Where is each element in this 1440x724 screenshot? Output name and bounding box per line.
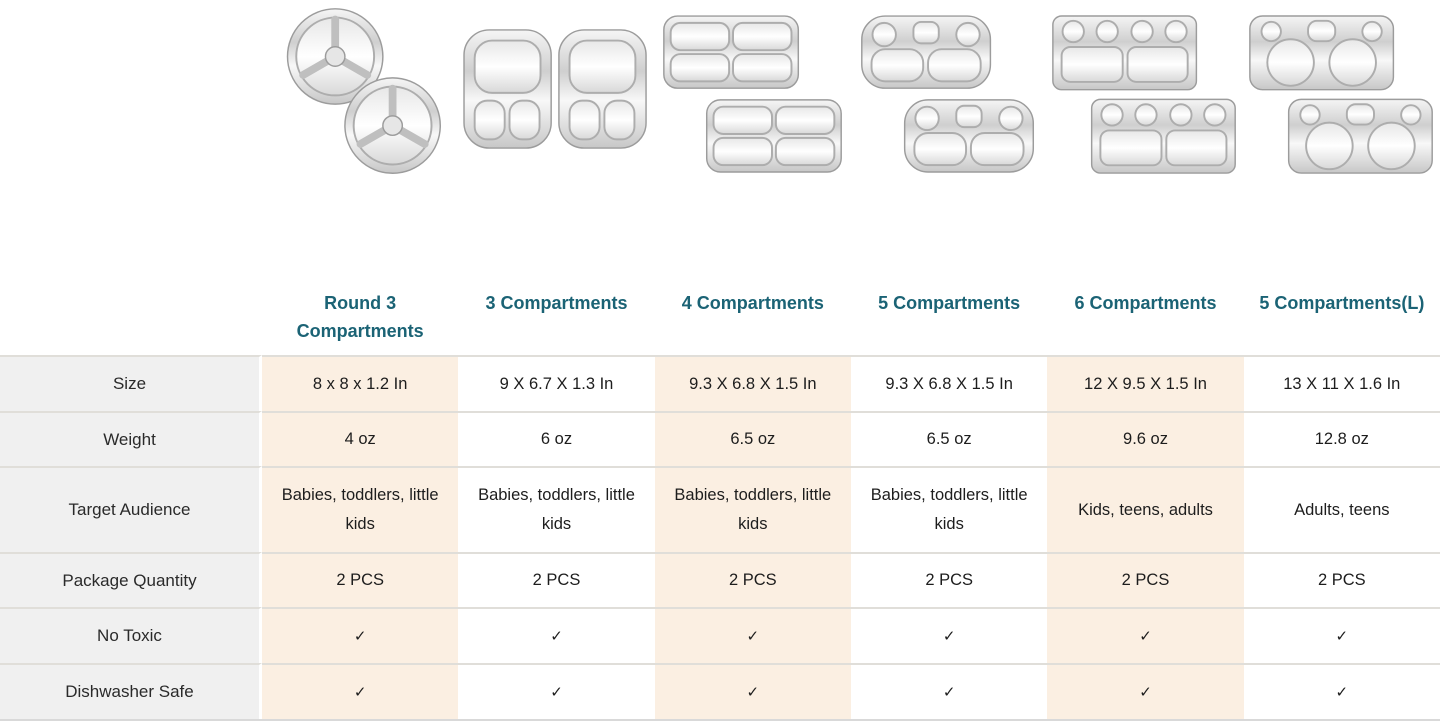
cell-size-5-compartments: 9.3 X 6.8 X 1.5 In — [850, 355, 1048, 411]
cell-quantity-3-compartments: 2 PCS — [458, 552, 655, 607]
cell-audience-5-compartments: Babies, toddlers, little kids — [850, 466, 1048, 552]
row-label-quantity: Package Quantity — [0, 552, 262, 607]
table-row-dishwasher: Dishwasher Safe ✓ ✓ ✓ ✓ ✓ ✓ — [0, 663, 1440, 719]
product-image-5-compartmentsl[interactable] — [1244, 0, 1440, 282]
cell-no_toxic-3-compartments: ✓ — [458, 607, 655, 663]
cell-no_toxic-5-compartments: ✓ — [850, 607, 1048, 663]
cell-weight-round-3-compartments: 4 oz — [262, 411, 459, 466]
cell-size-4-compartments: 9.3 X 6.8 X 1.5 In — [654, 355, 851, 411]
cell-size-3-compartments: 9 X 6.7 X 1.3 In — [458, 355, 655, 411]
table-row-audience: Target Audience Babies, toddlers, little … — [0, 466, 1440, 552]
cell-weight-5-compartmentsl: 12.8 oz — [1243, 411, 1440, 466]
cell-size-round-3-compartments: 8 x 8 x 1.2 In — [262, 355, 459, 411]
cell-dishwasher-3-compartments: ✓ — [458, 663, 655, 719]
cell-dishwasher-5-compartments: ✓ — [850, 663, 1048, 719]
cell-audience-3-compartments: Babies, toddlers, little kids — [458, 466, 655, 552]
header-row-spacer — [0, 282, 262, 355]
cell-quantity-5-compartmentsl: 2 PCS — [1243, 552, 1440, 607]
product-title-6-compartments[interactable]: 6 Compartments — [1074, 293, 1217, 313]
cell-dishwasher-6-compartments: ✓ — [1047, 663, 1244, 719]
product-image-5-compartments[interactable] — [851, 0, 1047, 282]
cell-dishwasher-5-compartmentsl: ✓ — [1243, 663, 1440, 719]
cell-quantity-6-compartments: 2 PCS — [1047, 552, 1244, 607]
table-row-no_toxic: No Toxic ✓ ✓ ✓ ✓ ✓ ✓ — [0, 607, 1440, 663]
cell-no_toxic-round-3-compartments: ✓ — [262, 607, 459, 663]
table-row-size: Size 8 x 8 x 1.2 In 9 X 6.7 X 1.3 In 9.3 X … — [0, 355, 1440, 411]
product-title-round-3-compartments[interactable]: Round 3 Compartments — [296, 293, 424, 341]
cell-weight-5-compartments: 6.5 oz — [850, 411, 1048, 466]
cell-weight-6-compartments: 9.6 oz — [1047, 411, 1244, 466]
cell-quantity-4-compartments: 2 PCS — [654, 552, 851, 607]
cell-size-6-compartments: 12 X 9.5 X 1.5 In — [1047, 355, 1244, 411]
cell-audience-5-compartmentsl: Adults, teens — [1243, 466, 1440, 552]
product-image-6-compartments[interactable] — [1047, 0, 1243, 282]
cell-no_toxic-4-compartments: ✓ — [654, 607, 851, 663]
product-image-4-compartments[interactable] — [655, 0, 851, 282]
table-row-quantity: Package Quantity 2 PCS 2 PCS 2 PCS 2 PCS 2 PC… — [0, 552, 1440, 607]
cell-audience-6-compartments: Kids, teens, adults — [1047, 466, 1244, 552]
row-label-audience: Target Audience — [0, 466, 262, 552]
product-titles-row: Round 3 Compartments 3 Compartments 4 Comp… — [0, 282, 1440, 355]
cell-audience-4-compartments: Babies, toddlers, little kids — [654, 466, 851, 552]
cell-dishwasher-4-compartments: ✓ — [654, 663, 851, 719]
row-label-no_toxic: No Toxic — [0, 607, 262, 663]
cell-no_toxic-5-compartmentsl: ✓ — [1243, 607, 1440, 663]
cell-weight-3-compartments: 6 oz — [458, 411, 655, 466]
cell-audience-round-3-compartments: Babies, toddlers, little kids — [262, 466, 459, 552]
row-label-weight: Weight — [0, 411, 262, 466]
cell-quantity-5-compartments: 2 PCS — [850, 552, 1048, 607]
cell-weight-4-compartments: 6.5 oz — [654, 411, 851, 466]
product-images-row — [0, 0, 1440, 282]
row-label-size: Size — [0, 355, 262, 411]
images-row-spacer — [0, 0, 262, 282]
cell-quantity-round-3-compartments: 2 PCS — [262, 552, 459, 607]
product-title-5-compartmentsl[interactable]: 5 Compartments(L) — [1259, 293, 1425, 313]
product-image-round-3-compartments[interactable] — [262, 0, 458, 282]
comparison-table: Size 8 x 8 x 1.2 In 9 X 6.7 X 1.3 In 9.3 X … — [0, 355, 1440, 721]
cell-size-5-compartmentsl: 13 X 11 X 1.6 In — [1243, 355, 1440, 411]
row-label-dishwasher: Dishwasher Safe — [0, 663, 262, 719]
product-image-3-compartments[interactable] — [458, 0, 654, 282]
product-title-5-compartments[interactable]: 5 Compartments — [878, 293, 1021, 313]
cell-dishwasher-round-3-compartments: ✓ — [262, 663, 459, 719]
product-title-4-compartments[interactable]: 4 Compartments — [681, 293, 824, 313]
table-row-weight: Weight 4 oz 6 oz 6.5 oz 6.5 oz 9.6 oz 12.8 oz — [0, 411, 1440, 466]
product-title-3-compartments[interactable]: 3 Compartments — [485, 293, 628, 313]
cell-no_toxic-6-compartments: ✓ — [1047, 607, 1244, 663]
